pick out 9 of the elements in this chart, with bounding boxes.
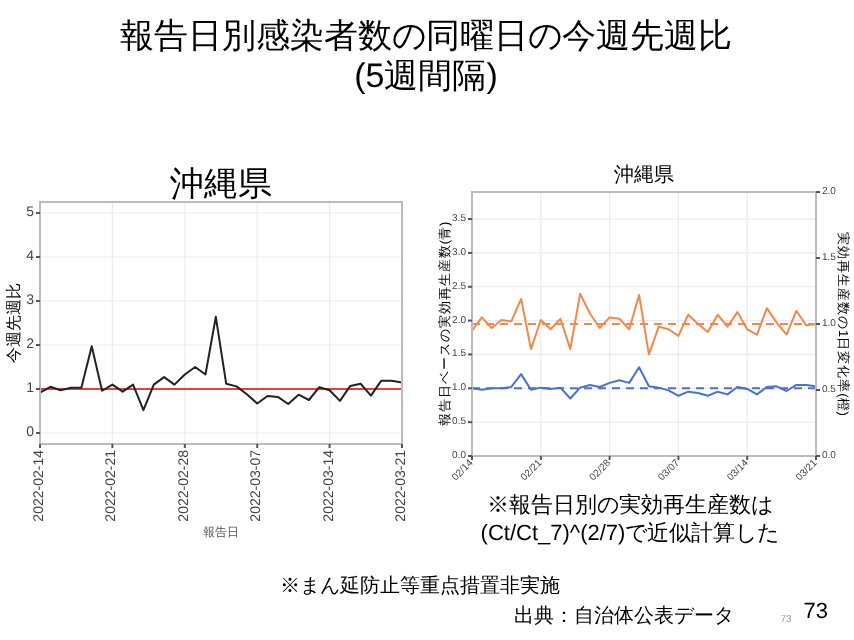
text: ※報告日別の実効再生産数は(Ct/Ct_7)^(2/7)で近似計算した bbox=[480, 492, 780, 546]
chart-title: 沖縄県 bbox=[614, 163, 674, 187]
text: ※まん延防止等重点措置非実施 bbox=[280, 574, 560, 598]
text: 73 bbox=[803, 600, 828, 624]
chart-subtitle: 沖縄県 bbox=[170, 165, 272, 203]
chart-title: 報告日別感染者数の同曜日の今週先週比 (5週間隔) bbox=[120, 17, 732, 95]
y-axis-title: 今週先週比 bbox=[5, 283, 23, 363]
source-note: 出典：自治体公表データ bbox=[514, 604, 734, 628]
line-series bbox=[39, 315, 403, 412]
